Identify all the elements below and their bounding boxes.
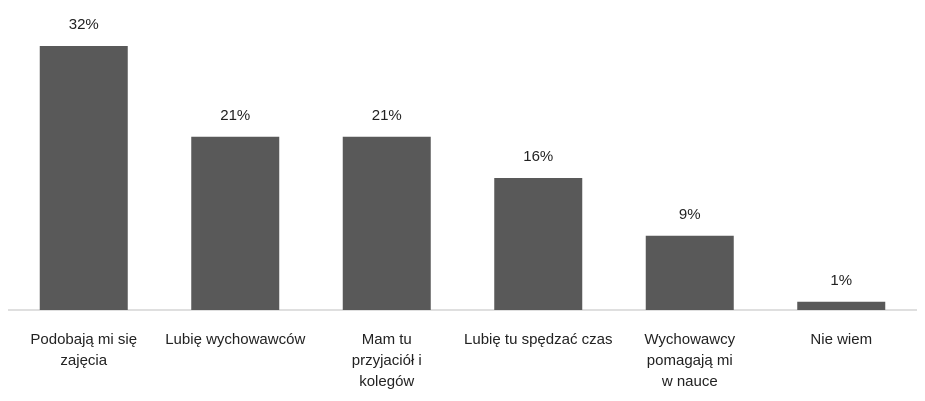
- value-label: 21%: [372, 107, 402, 124]
- bar: [39, 46, 128, 310]
- category-label: Lubię tu spędzać czas: [464, 331, 613, 348]
- bar: [191, 136, 280, 310]
- category-label: Lubię wychowawców: [165, 331, 306, 348]
- category-label: Nie wiem: [810, 331, 873, 348]
- bar: [342, 136, 431, 310]
- bar: [645, 235, 734, 310]
- bar: [494, 178, 583, 310]
- bar: [797, 301, 886, 310]
- category-label: Podobają mi się zajęcia: [30, 331, 138, 369]
- category-label: Wychowawcy pomagają mi w nauce: [644, 331, 736, 390]
- value-label: 1%: [830, 272, 852, 289]
- value-label: 16%: [523, 148, 553, 165]
- value-label: 21%: [220, 107, 250, 124]
- value-label: 9%: [679, 206, 701, 223]
- value-label: 32%: [69, 16, 99, 33]
- category-label: Mam tu przyjaciół i kolegów: [351, 331, 422, 390]
